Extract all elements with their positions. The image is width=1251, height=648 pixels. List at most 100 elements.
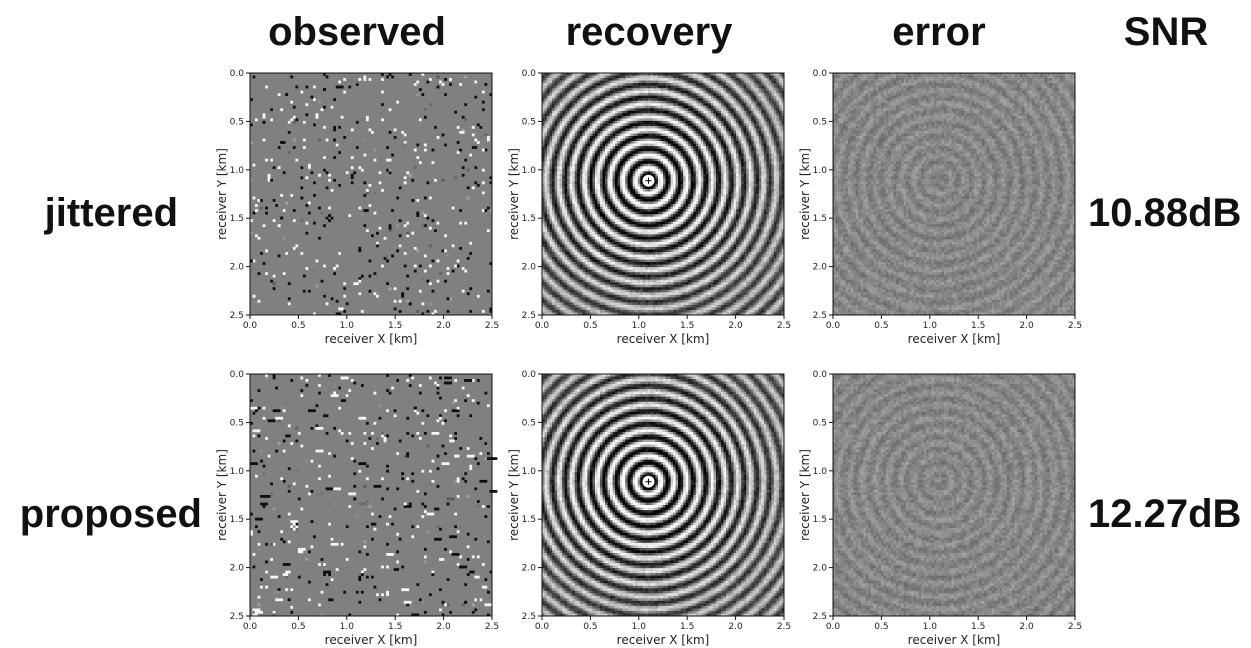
y-tick-label: 0.5 [230, 117, 244, 127]
x-axis-label: receiver X [km] [617, 633, 710, 647]
row-label-jittered: jittered [45, 193, 178, 233]
panel-error-residual-row1: 0.0 0.5 1.0 1.5 2.0 2.50.00.51.01.52.02.5rece… [798, 370, 1082, 647]
x-tick-label: 2.5 [485, 622, 499, 632]
x-tick-label: 1.5 [971, 321, 985, 331]
x-tick-label: 0.0 [535, 622, 550, 632]
panel-observed-sparse-row1: 0.0 0.5 1.0 1.5 2.0 2.50.00.51.01.52.02.5rece… [215, 370, 499, 647]
snr-value-proposed: 12.27dB [1088, 494, 1241, 534]
y-axis-label: receiver Y [km] [507, 449, 521, 541]
panel-recovery-rings-row0: 0.0 0.5 1.0 1.5 2.0 2.50.00.51.01.52.02.5rece… [507, 69, 791, 346]
y-tick-label: 1.5 [230, 214, 244, 224]
x-tick-label: 0.0 [826, 321, 841, 331]
observed-samples [250, 374, 498, 617]
y-tick-label: 0.0 [522, 69, 537, 79]
panel-error-residual-row0: 0.0 0.5 1.0 1.5 2.0 2.50.00.51.01.52.02.5rece… [798, 69, 1082, 346]
x-tick-label: 1.0 [340, 321, 355, 331]
y-tick-label: 0.0 [230, 370, 245, 380]
x-tick-label: 0.5 [291, 622, 305, 632]
y-tick-label: 2.0 [522, 564, 537, 574]
y-tick-label: 2.0 [230, 564, 245, 574]
x-tick-label: 2.5 [485, 321, 499, 331]
x-tick-label: 1.5 [680, 321, 694, 331]
x-tick-label: 2.5 [777, 622, 791, 632]
y-tick-label: 0.0 [522, 370, 537, 380]
x-tick-label: 1.0 [923, 622, 938, 632]
x-axis-label: receiver X [km] [908, 633, 1001, 647]
y-tick-label: 1.0 [230, 166, 245, 176]
column-header-snr: SNR [1124, 12, 1208, 52]
observed-samples [250, 73, 493, 316]
y-tick-label: 0.0 [230, 69, 245, 79]
x-tick-label: 2.0 [436, 622, 451, 632]
x-tick-label: 0.0 [826, 622, 841, 632]
x-tick-label: 1.0 [632, 622, 647, 632]
y-tick-label: 1.0 [230, 467, 245, 477]
panel-frame [832, 72, 1076, 316]
panel-frame [249, 72, 493, 316]
y-tick-label: 1.0 [813, 166, 828, 176]
panel-observed-sparse-row0: 0.0 0.5 1.0 1.5 2.0 2.50.00.51.01.52.02.5rece… [215, 69, 499, 346]
row-label-proposed: proposed [20, 494, 202, 534]
y-tick-label: 2.5 [230, 612, 244, 622]
column-header-recovery: recovery [566, 12, 733, 52]
y-tick-label: 0.0 [813, 370, 828, 380]
x-tick-label: 2.0 [1019, 622, 1034, 632]
y-tick-label: 0.0 [813, 69, 828, 79]
y-tick-label: 1.5 [522, 515, 536, 525]
x-tick-label: 0.5 [583, 321, 597, 331]
x-tick-label: 0.5 [291, 321, 305, 331]
y-tick-label: 0.5 [813, 418, 827, 428]
x-tick-label: 2.0 [728, 622, 743, 632]
x-tick-label: 1.0 [923, 321, 938, 331]
y-tick-label: 1.5 [230, 515, 244, 525]
error-image [833, 73, 1076, 316]
x-tick-label: 1.5 [971, 622, 985, 632]
y-tick-label: 1.5 [522, 214, 536, 224]
y-tick-label: 2.0 [230, 263, 245, 273]
x-tick-label: 2.0 [1019, 321, 1034, 331]
y-tick-label: 1.5 [813, 214, 827, 224]
y-tick-label: 1.5 [813, 515, 827, 525]
recovery-image [542, 73, 785, 316]
x-tick-label: 0.5 [874, 622, 888, 632]
y-axis-label: receiver Y [km] [215, 148, 229, 240]
y-tick-label: 0.5 [813, 117, 827, 127]
y-tick-label: 2.5 [522, 311, 536, 321]
x-tick-label: 0.0 [243, 321, 258, 331]
y-axis-label: receiver Y [km] [798, 449, 812, 541]
x-axis-label: receiver X [km] [908, 332, 1001, 346]
y-tick-label: 2.5 [813, 612, 827, 622]
column-header-error: error [892, 12, 985, 52]
panel-background [250, 374, 492, 616]
y-tick-label: 0.5 [522, 418, 536, 428]
y-axis-label: receiver Y [km] [798, 148, 812, 240]
y-axis-label: receiver Y [km] [507, 148, 521, 240]
x-tick-label: 2.5 [777, 321, 791, 331]
x-tick-label: 2.0 [728, 321, 743, 331]
y-tick-label: 2.0 [522, 263, 537, 273]
y-tick-label: 2.5 [813, 311, 827, 321]
x-tick-label: 0.5 [583, 622, 597, 632]
y-tick-label: 2.0 [813, 263, 828, 273]
y-tick-label: 0.5 [230, 418, 244, 428]
y-tick-label: 2.5 [230, 311, 244, 321]
x-tick-label: 1.5 [388, 321, 402, 331]
x-tick-label: 2.5 [1068, 321, 1082, 331]
x-tick-label: 1.5 [680, 622, 694, 632]
y-axis-label: receiver Y [km] [215, 449, 229, 541]
x-tick-label: 0.0 [535, 321, 550, 331]
y-tick-label: 2.5 [522, 612, 536, 622]
y-tick-label: 0.5 [522, 117, 536, 127]
error-image [833, 374, 1076, 617]
x-axis-label: receiver X [km] [325, 332, 418, 346]
panel-frame [541, 72, 785, 316]
y-tick-label: 1.0 [522, 467, 537, 477]
column-header-observed: observed [268, 12, 446, 52]
panel-frame [832, 373, 1076, 617]
x-tick-label: 1.0 [632, 321, 647, 331]
y-tick-label: 2.0 [813, 564, 828, 574]
y-tick-label: 1.0 [813, 467, 828, 477]
x-axis-label: receiver X [km] [325, 633, 418, 647]
panel-frame [541, 373, 785, 617]
